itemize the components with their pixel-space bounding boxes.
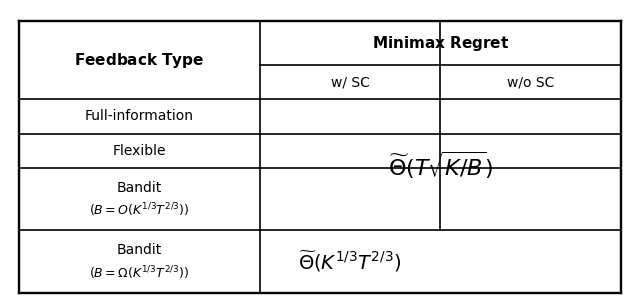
Text: $(B = O(K^{1/3}T^{2/3}))$: $(B = O(K^{1/3}T^{2/3}))$ <box>89 202 190 219</box>
Text: $\widetilde{\Theta}(T\sqrt{K/B})$: $\widetilde{\Theta}(T\sqrt{K/B})$ <box>388 149 493 181</box>
Text: Flexible: Flexible <box>113 144 166 158</box>
Text: Bandit: Bandit <box>117 243 162 257</box>
Text: w/o SC: w/o SC <box>507 75 554 89</box>
Text: $\mathbf{Minimax\ Regret}$: $\mathbf{Minimax\ Regret}$ <box>372 34 509 53</box>
Text: w/ SC: w/ SC <box>331 75 369 89</box>
Text: $\widetilde{\Theta}(K^{1/3}T^{2/3})$: $\widetilde{\Theta}(K^{1/3}T^{2/3})$ <box>298 249 402 274</box>
Text: Full-information: Full-information <box>85 109 194 124</box>
Text: Bandit: Bandit <box>117 181 162 195</box>
Text: $\mathbf{Feedback\ Type}$: $\mathbf{Feedback\ Type}$ <box>74 51 205 70</box>
Text: $(B = \Omega(K^{1/3}T^{2/3}))$: $(B = \Omega(K^{1/3}T^{2/3}))$ <box>90 264 189 282</box>
